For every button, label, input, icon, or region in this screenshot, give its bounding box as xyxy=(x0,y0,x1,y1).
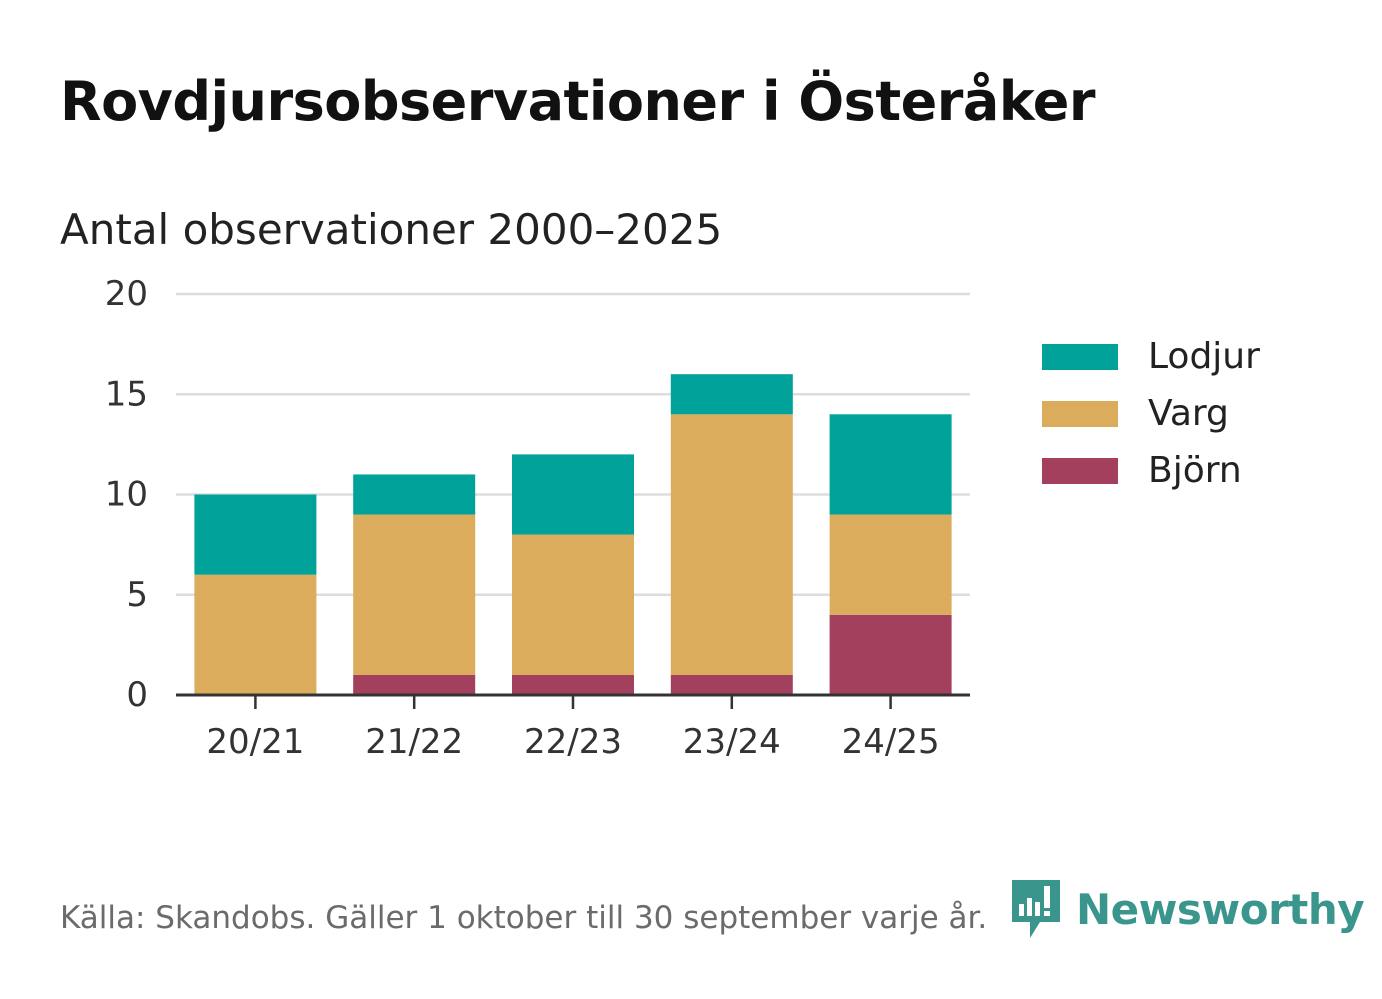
legend-swatch-varg xyxy=(1042,400,1118,427)
legend-item-varg: Varg xyxy=(1042,385,1260,442)
brand-name: Newsworthy xyxy=(1076,884,1365,934)
chart-title: Rovdjursobservationer i Österåker xyxy=(60,70,1096,133)
bar-varg-23-24 xyxy=(670,414,793,675)
bar-lodjur-20-21 xyxy=(194,494,317,575)
bar-bjorn-24-25 xyxy=(829,614,952,695)
y-tick-label-15: 15 xyxy=(105,374,148,414)
bar-varg-20-21 xyxy=(194,574,317,695)
y-tick-label-0: 0 xyxy=(126,675,148,715)
legend-label-lodjur: Lodjur xyxy=(1148,336,1260,377)
bar-bjorn-21-22 xyxy=(353,674,476,695)
x-tick-label-22-23: 22/23 xyxy=(524,722,622,762)
x-tick-label-21-22: 21/22 xyxy=(365,722,463,762)
chart-legend: Lodjur Varg Björn xyxy=(1042,328,1260,499)
newsworthy-logo: Newsworthy xyxy=(1010,878,1365,940)
legend-item-bjorn: Björn xyxy=(1042,442,1260,499)
bar-bjorn-23-24 xyxy=(670,674,793,695)
bar-varg-22-23 xyxy=(512,534,634,675)
chart-subtitle: Antal observationer 2000–2025 xyxy=(60,205,723,254)
x-tick-label-23-24: 23/24 xyxy=(683,722,781,762)
legend-label-varg: Varg xyxy=(1148,393,1229,434)
newsworthy-logo-icon xyxy=(1012,880,1060,938)
bar-bjorn-22-23 xyxy=(512,674,634,695)
legend-swatch-lodjur xyxy=(1042,343,1118,370)
bar-lodjur-23-24 xyxy=(670,374,793,415)
y-tick-label-10: 10 xyxy=(105,475,148,515)
bar-lodjur-24-25 xyxy=(829,414,952,515)
x-tick-label-20-21: 20/21 xyxy=(206,722,304,762)
source-note: Källa: Skandobs. Gäller 1 oktober till 3… xyxy=(60,900,988,936)
x-tick-label-24-25: 24/25 xyxy=(842,722,940,762)
bar-varg-24-25 xyxy=(829,514,952,615)
legend-swatch-bjorn xyxy=(1042,457,1118,484)
bar-varg-21-22 xyxy=(353,514,476,675)
legend-item-lodjur: Lodjur xyxy=(1042,328,1260,385)
legend-label-bjorn: Björn xyxy=(1148,450,1242,491)
bar-lodjur-22-23 xyxy=(512,454,634,535)
bar-lodjur-21-22 xyxy=(353,474,476,515)
y-tick-label-20: 20 xyxy=(105,274,148,314)
y-tick-label-5: 5 xyxy=(126,575,148,615)
